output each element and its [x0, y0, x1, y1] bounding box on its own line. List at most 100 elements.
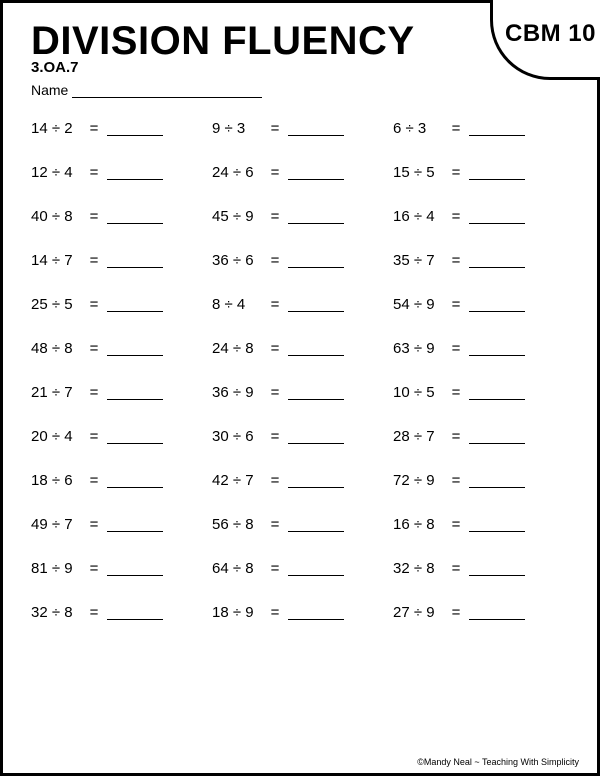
- answer-blank[interactable]: [469, 606, 525, 620]
- problem-row: 20 ÷ 4=30 ÷ 6=28 ÷ 7=: [31, 428, 569, 445]
- equals-sign: =: [85, 120, 103, 137]
- answer-blank[interactable]: [107, 342, 163, 356]
- answer-blank[interactable]: [288, 298, 344, 312]
- answer-blank[interactable]: [288, 386, 344, 400]
- expression: 12 ÷ 4: [31, 164, 85, 181]
- answer-blank[interactable]: [288, 518, 344, 532]
- copyright-footer: ©Mandy Neal ~ Teaching With Simplicity: [417, 757, 579, 767]
- equals-sign: =: [266, 208, 284, 225]
- answer-blank[interactable]: [107, 606, 163, 620]
- answer-blank[interactable]: [107, 474, 163, 488]
- answer-blank[interactable]: [469, 518, 525, 532]
- equals-sign: =: [447, 516, 465, 533]
- problem-row: 14 ÷ 7=36 ÷ 6=35 ÷ 7=: [31, 252, 569, 269]
- answer-blank[interactable]: [288, 606, 344, 620]
- answer-blank[interactable]: [107, 210, 163, 224]
- division-problem: 27 ÷ 9=: [393, 604, 569, 621]
- equals-sign: =: [447, 164, 465, 181]
- answer-blank[interactable]: [469, 166, 525, 180]
- answer-blank[interactable]: [107, 562, 163, 576]
- answer-blank[interactable]: [469, 254, 525, 268]
- equals-sign: =: [85, 428, 103, 445]
- problem-row: 81 ÷ 9=64 ÷ 8=32 ÷ 8=: [31, 560, 569, 577]
- division-problem: 9 ÷ 3=: [212, 120, 388, 137]
- equals-sign: =: [447, 252, 465, 269]
- answer-blank[interactable]: [288, 166, 344, 180]
- answer-blank[interactable]: [107, 166, 163, 180]
- division-problem: 14 ÷ 7=: [31, 252, 207, 269]
- equals-sign: =: [266, 560, 284, 577]
- division-problem: 35 ÷ 7=: [393, 252, 569, 269]
- expression: 42 ÷ 7: [212, 472, 266, 489]
- answer-blank[interactable]: [469, 386, 525, 400]
- equals-sign: =: [85, 384, 103, 401]
- division-problem: 64 ÷ 8=: [212, 560, 388, 577]
- expression: 45 ÷ 9: [212, 208, 266, 225]
- division-problem: 18 ÷ 9=: [212, 604, 388, 621]
- expression: 18 ÷ 9: [212, 604, 266, 621]
- problem-row: 40 ÷ 8=45 ÷ 9=16 ÷ 4=: [31, 208, 569, 225]
- answer-blank[interactable]: [107, 518, 163, 532]
- division-problem: 12 ÷ 4=: [31, 164, 207, 181]
- division-problem: 8 ÷ 4=: [212, 296, 388, 313]
- problem-grid: 14 ÷ 2=9 ÷ 3=6 ÷ 3=12 ÷ 4=24 ÷ 6=15 ÷ 5=…: [31, 120, 569, 621]
- problem-row: 49 ÷ 7=56 ÷ 8=16 ÷ 8=: [31, 516, 569, 533]
- equals-sign: =: [85, 560, 103, 577]
- problem-row: 48 ÷ 8= 24 ÷ 8 = 63 ÷ 9=: [31, 340, 569, 357]
- expression: 24 ÷ 6: [212, 164, 266, 181]
- expression: 25 ÷ 5: [31, 296, 85, 313]
- equals-sign: =: [85, 208, 103, 225]
- equals-sign: =: [266, 296, 284, 313]
- division-problem: 56 ÷ 8=: [212, 516, 388, 533]
- expression: 20 ÷ 4: [31, 428, 85, 445]
- answer-blank[interactable]: [288, 210, 344, 224]
- answer-blank[interactable]: [288, 122, 344, 136]
- expression: 16 ÷ 4: [393, 208, 447, 225]
- answer-blank[interactable]: [288, 474, 344, 488]
- answer-blank[interactable]: [469, 562, 525, 576]
- answer-blank[interactable]: [107, 298, 163, 312]
- answer-blank[interactable]: [107, 122, 163, 136]
- answer-blank[interactable]: [288, 430, 344, 444]
- answer-blank[interactable]: [288, 342, 344, 356]
- equals-sign: =: [447, 604, 465, 621]
- division-problem: 16 ÷ 8=: [393, 516, 569, 533]
- equals-sign: =: [266, 472, 284, 489]
- answer-blank[interactable]: [469, 210, 525, 224]
- worksheet-page: CBM 10 DIVISION FLUENCY 3.OA.7 Name 14 ÷…: [0, 0, 600, 776]
- division-problem: 48 ÷ 8=: [31, 340, 207, 357]
- division-problem: 40 ÷ 8=: [31, 208, 207, 225]
- answer-blank[interactable]: [469, 430, 525, 444]
- answer-blank[interactable]: [469, 122, 525, 136]
- equals-sign: =: [266, 604, 284, 621]
- expression: 28 ÷ 7: [393, 428, 447, 445]
- equals-sign: =: [447, 296, 465, 313]
- expression: 36 ÷ 9: [212, 384, 266, 401]
- answer-blank[interactable]: [469, 342, 525, 356]
- answer-blank[interactable]: [107, 386, 163, 400]
- answer-blank[interactable]: [469, 298, 525, 312]
- name-blank-line[interactable]: [72, 84, 262, 98]
- division-problem: 28 ÷ 7=: [393, 428, 569, 445]
- equals-sign: =: [447, 208, 465, 225]
- answer-blank[interactable]: [107, 430, 163, 444]
- expression: 18 ÷ 6: [31, 472, 85, 489]
- equals-sign: =: [85, 604, 103, 621]
- equals-sign: =: [85, 340, 103, 357]
- expression: 24 ÷ 8: [212, 340, 266, 357]
- answer-blank[interactable]: [469, 474, 525, 488]
- equals-sign: =: [85, 516, 103, 533]
- expression: 6 ÷ 3: [393, 120, 447, 137]
- division-problem: 42 ÷ 7=: [212, 472, 388, 489]
- expression: 9 ÷ 3: [212, 120, 266, 137]
- division-problem: 72 ÷ 9=: [393, 472, 569, 489]
- division-problem: 63 ÷ 9=: [393, 340, 569, 357]
- problem-row: 25 ÷ 5=8 ÷ 4=54 ÷ 9=: [31, 296, 569, 313]
- expression: 32 ÷ 8: [31, 604, 85, 621]
- equals-sign: =: [447, 120, 465, 137]
- division-problem: 24 ÷ 6=: [212, 164, 388, 181]
- answer-blank[interactable]: [107, 254, 163, 268]
- answer-blank[interactable]: [288, 254, 344, 268]
- name-field-row: Name: [31, 82, 569, 98]
- answer-blank[interactable]: [288, 562, 344, 576]
